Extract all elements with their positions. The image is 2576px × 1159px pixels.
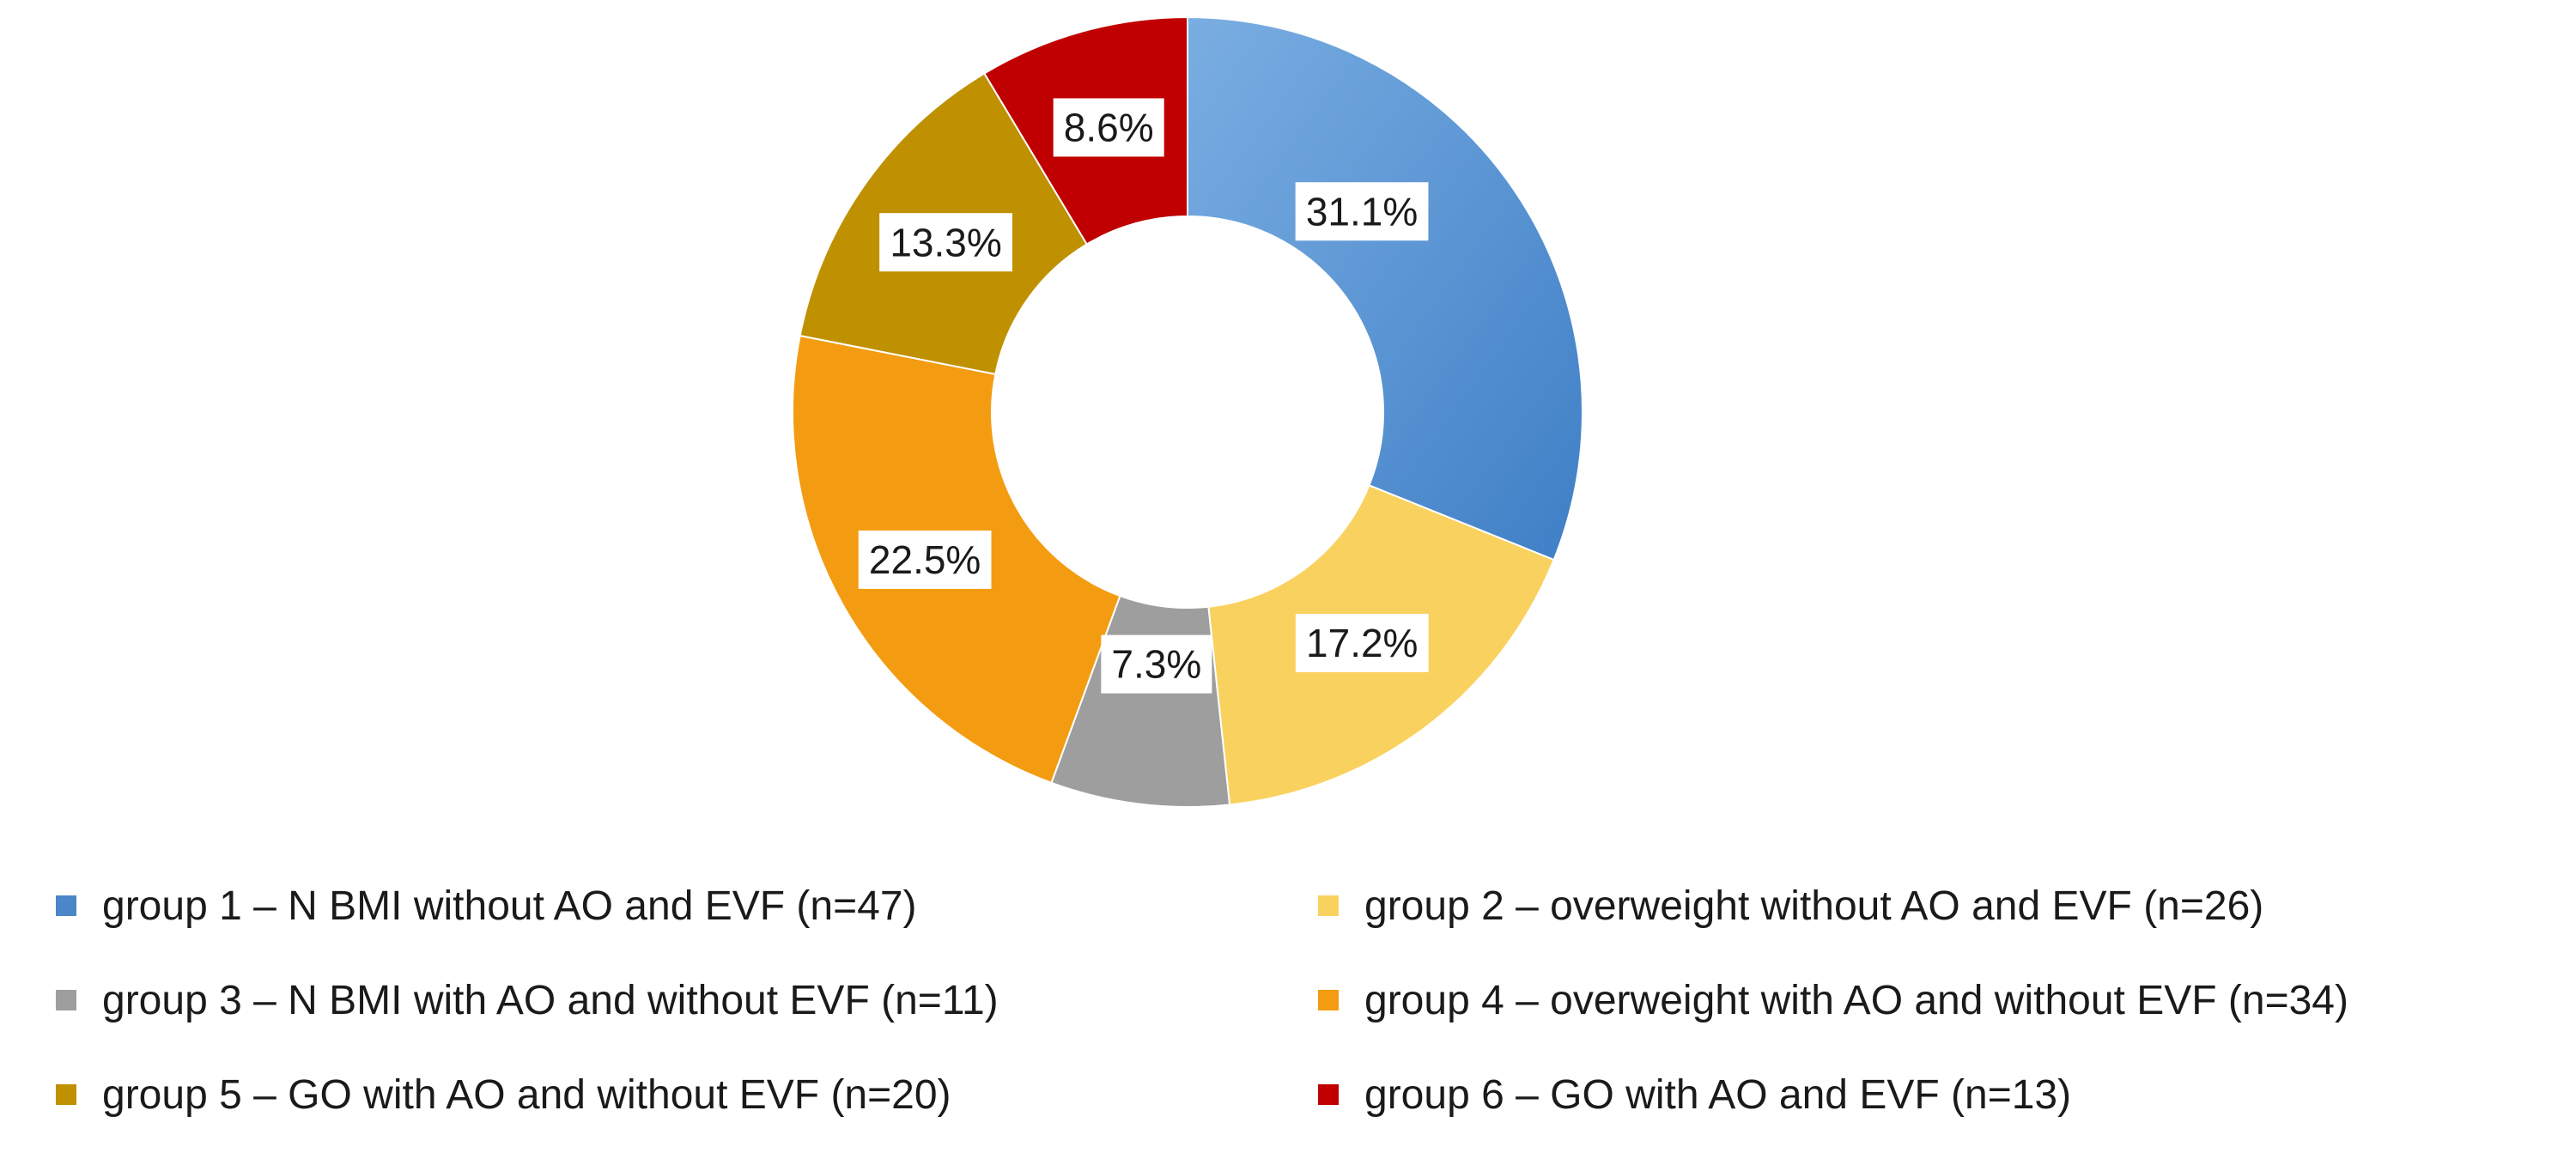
legend-label: group 6 – GO with AO and EVF (n=13) xyxy=(1364,1071,2072,1118)
data-label-text: 13.3% xyxy=(890,220,1001,264)
legend-item-group-6: group 6 – GO with AO and EVF (n=13) xyxy=(1318,1065,2071,1125)
data-label-group-3: 7.3% xyxy=(1101,634,1212,694)
legend-label: group 1 – N BMI without AO and EVF (n=47… xyxy=(102,883,917,929)
legend-label: group 4 – overweight with AO and without… xyxy=(1364,977,2348,1023)
data-label-text: 7.3% xyxy=(1111,642,1201,687)
legend-swatch-red xyxy=(1318,1084,1339,1105)
legend-swatch-gray xyxy=(56,990,76,1010)
legend-swatch-gold xyxy=(56,1084,76,1105)
legend-label: group 3 – N BMI with AO and without EVF … xyxy=(102,977,999,1023)
legend-swatch-yellow xyxy=(1318,895,1339,916)
data-label-group-1: 31.1% xyxy=(1295,182,1429,241)
data-label-group-4: 22.5% xyxy=(858,530,992,589)
donut-svg: 31.1% 17.2% 7.3% 22.5% 13.3% 8.6% xyxy=(792,15,1583,808)
data-label-text: 17.2% xyxy=(1306,621,1418,665)
data-label-box xyxy=(858,530,992,589)
data-label-box xyxy=(1295,613,1429,672)
legend-item-group-4: group 4 – overweight with AO and without… xyxy=(1318,970,2348,1030)
legend-item-group-5: group 5 – GO with AO and without EVF (n=… xyxy=(56,1065,951,1125)
data-label-text: 31.1% xyxy=(1306,189,1418,234)
data-label-box xyxy=(1101,634,1212,694)
legend-item-group-3: group 3 – N BMI with AO and without EVF … xyxy=(56,970,999,1030)
donut-slice-group-1 xyxy=(1187,15,1583,561)
legend-item-group-2: group 2 – overweight without AO and EVF … xyxy=(1318,876,2263,936)
legend-swatch-blue xyxy=(56,895,76,916)
legend-item-group-1: group 1 – N BMI without AO and EVF (n=47… xyxy=(56,876,917,936)
data-label-text: 22.5% xyxy=(869,537,981,582)
data-label-group-6: 8.6% xyxy=(1053,98,1164,157)
data-label-box xyxy=(1295,182,1429,241)
data-label-group-5: 13.3% xyxy=(879,213,1012,272)
data-label-text: 8.6% xyxy=(1064,106,1154,150)
data-label-group-2: 17.2% xyxy=(1295,613,1429,672)
legend-label: group 5 – GO with AO and without EVF (n=… xyxy=(102,1071,951,1118)
legend-swatch-orange xyxy=(1318,990,1339,1010)
data-label-box xyxy=(1053,98,1164,157)
data-label-box xyxy=(879,213,1012,272)
legend-label: group 2 – overweight without AO and EVF … xyxy=(1364,883,2264,929)
